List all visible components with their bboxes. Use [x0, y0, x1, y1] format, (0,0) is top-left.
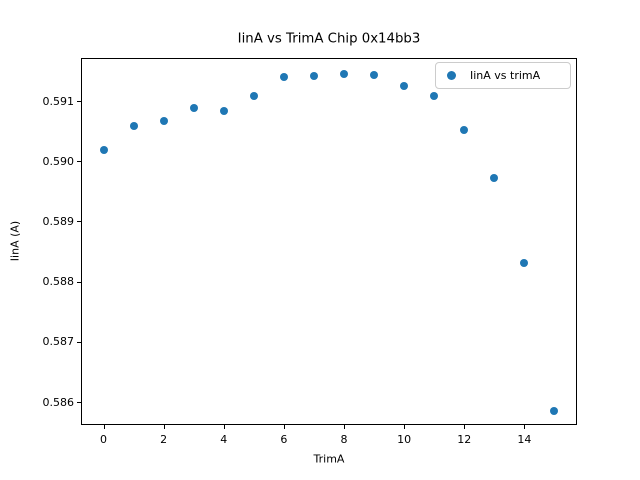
data-point [340, 69, 349, 78]
x-tick [344, 425, 346, 429]
x-tick-label: 6 [280, 433, 288, 446]
x-tick-label: 0 [100, 433, 108, 446]
y-tick-label: 0.589 [42, 214, 75, 228]
x-tick [103, 425, 105, 429]
x-tick [524, 425, 526, 429]
y-tick-label: 0.591 [42, 94, 75, 108]
x-tick [163, 425, 165, 429]
data-point [400, 81, 409, 90]
x-tick-label: 10 [397, 433, 412, 446]
y-tick [77, 402, 81, 403]
x-tick-label: 14 [517, 433, 532, 446]
x-tick [283, 425, 285, 429]
y-tick-label: 0.587 [42, 335, 75, 349]
y-tick-label: 0.590 [42, 154, 75, 168]
plot-area [81, 58, 577, 425]
data-point [279, 72, 288, 81]
data-point [370, 70, 379, 79]
data-point [490, 174, 499, 183]
y-tick [77, 341, 81, 343]
data-point [99, 145, 108, 154]
y-tick [77, 281, 81, 283]
x-tick-label: 8 [340, 433, 348, 446]
x-tick-label: 4 [220, 433, 228, 446]
y-tick [77, 161, 81, 163]
x-axis-label: TrimA [313, 452, 345, 466]
data-point [189, 104, 198, 113]
data-point [129, 122, 138, 131]
y-tick-label: 0.586 [42, 395, 75, 409]
data-point [460, 125, 469, 134]
data-point [219, 107, 228, 116]
legend-marker-icon [447, 71, 456, 80]
y-tick [77, 221, 81, 223]
legend: IinA vs trimA [435, 62, 571, 89]
chart-title: IinA vs TrimA Chip 0x14bb3 [237, 31, 421, 47]
x-tick-label: 2 [160, 433, 168, 446]
data-point [550, 407, 559, 416]
legend-label: IinA vs trimA [470, 69, 541, 82]
x-tick [223, 425, 225, 429]
data-point [520, 258, 529, 267]
y-tick [77, 101, 81, 103]
x-tick [464, 425, 466, 429]
data-point [309, 71, 318, 80]
data-point [249, 92, 258, 101]
data-point [430, 92, 439, 101]
y-axis-label: IinA (A) [8, 220, 22, 262]
data-point [159, 116, 168, 125]
x-tick-label: 12 [457, 433, 472, 446]
y-tick-label: 0.588 [42, 275, 75, 289]
x-tick [404, 425, 406, 429]
